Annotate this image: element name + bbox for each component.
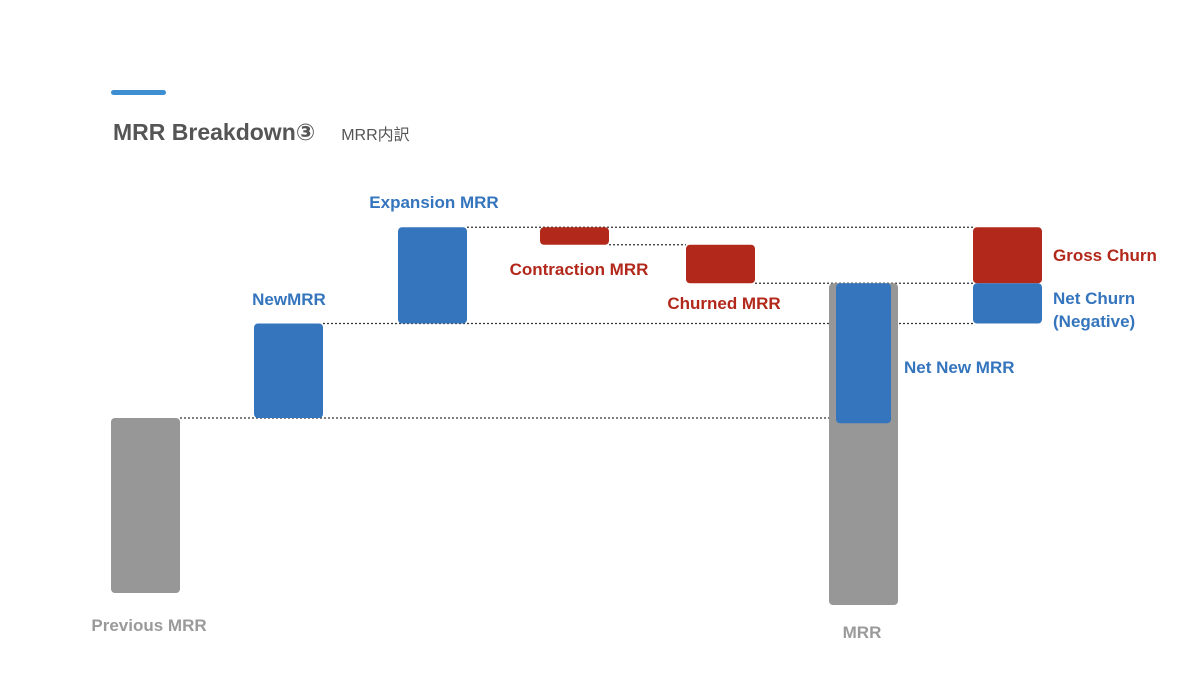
label-net-churn: Net Churn (Negative) bbox=[1053, 289, 1135, 331]
slide-subtitle: MRR内訳 bbox=[341, 127, 410, 144]
label-net-new-mrr: Net New MRR bbox=[904, 358, 1015, 377]
bar-gross-churn bbox=[973, 227, 1042, 284]
slide-title: MRR Breakdown③ bbox=[113, 119, 316, 145]
bar-churned-mrr bbox=[686, 244, 755, 284]
bar-expansion-mrr bbox=[398, 227, 467, 324]
bar-net-new-mrr bbox=[836, 283, 891, 424]
label-churned-mrr: Churned MRR bbox=[667, 294, 780, 313]
bar-net-churn bbox=[973, 283, 1042, 324]
bar-new-mrr bbox=[254, 323, 323, 418]
label-previous-mrr: Previous MRR bbox=[91, 616, 206, 635]
label-gross-churn: Gross Churn bbox=[1053, 246, 1157, 265]
title-row: MRR Breakdown③ MRR内訳 bbox=[113, 119, 410, 146]
label-new-mrr: NewMRR bbox=[252, 290, 326, 309]
label-contraction-mrr: Contraction MRR bbox=[510, 260, 649, 279]
bar-contraction-mrr bbox=[540, 227, 609, 245]
label-mrr: MRR bbox=[843, 623, 882, 642]
label-expansion-mrr: Expansion MRR bbox=[369, 193, 498, 212]
bar-previous-mrr bbox=[111, 418, 180, 593]
title-accent-bar bbox=[111, 90, 166, 95]
